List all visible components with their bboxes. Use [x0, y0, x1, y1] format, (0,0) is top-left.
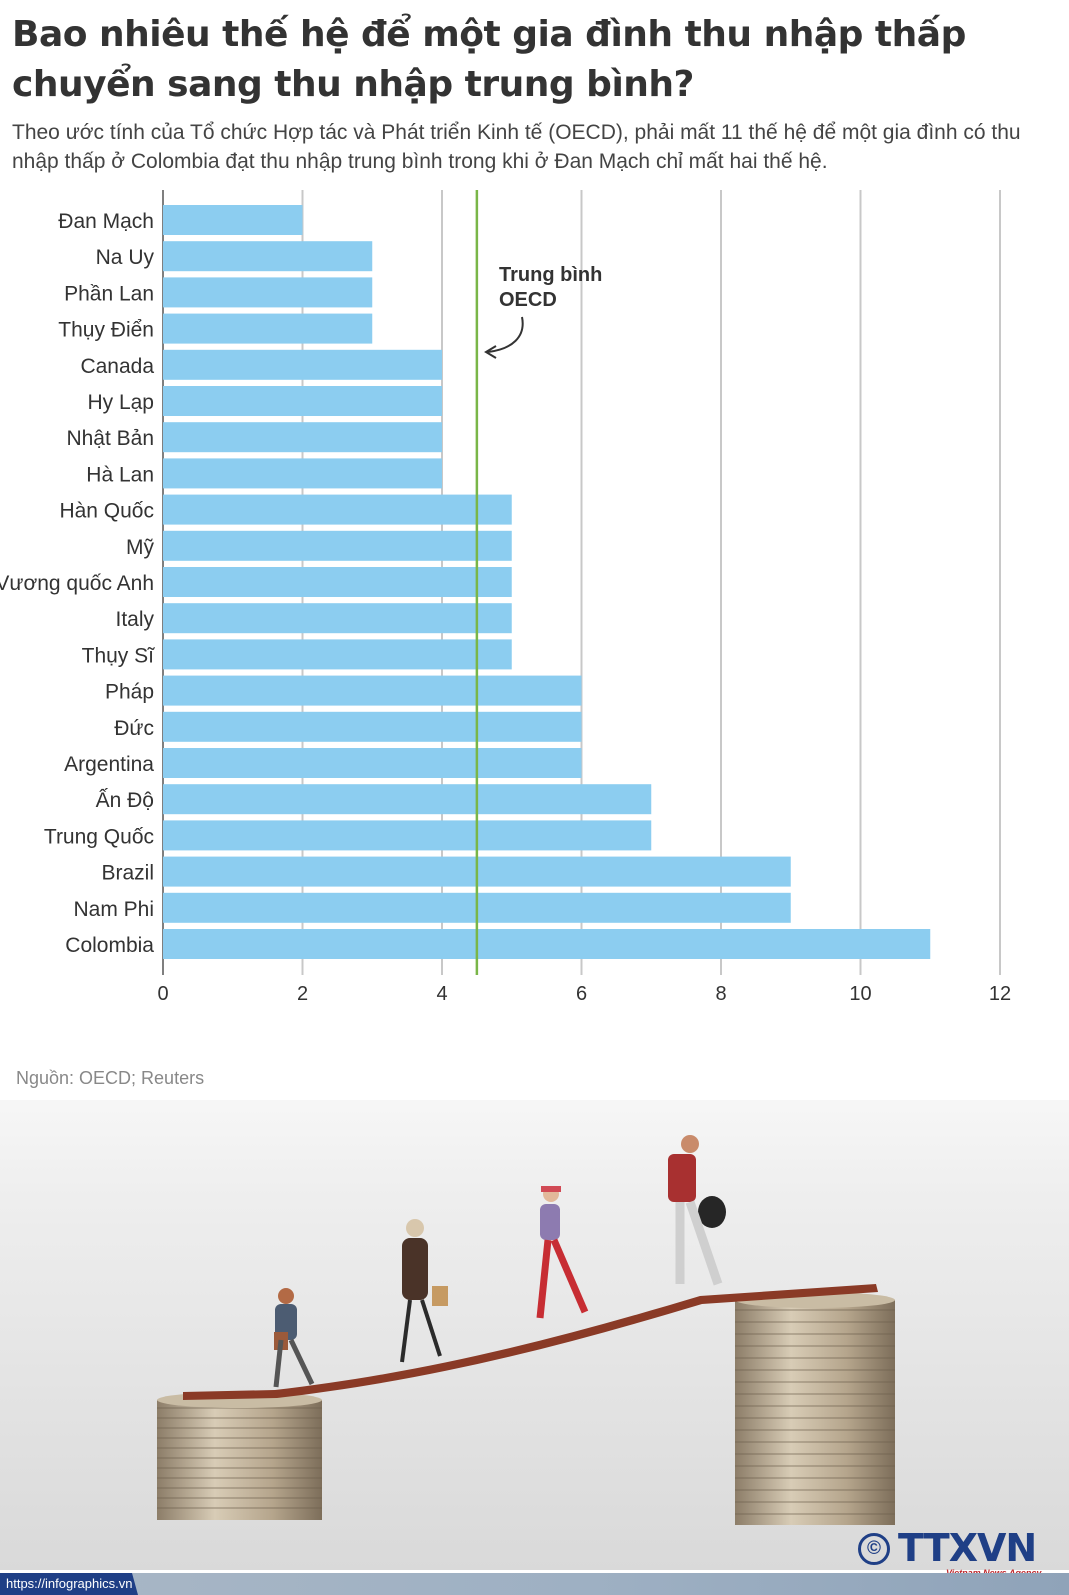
category-label: Ấn Độ: [96, 789, 154, 812]
category-label: Đan Mạch: [58, 210, 154, 233]
oecd-average-label: OECD: [499, 289, 557, 311]
category-label: Mỹ: [126, 536, 154, 559]
category-label: Thụy Sĩ: [82, 644, 156, 667]
bar: [163, 458, 442, 489]
copyright-icon: ©: [858, 1533, 890, 1565]
category-label: Trung Quốc: [44, 825, 154, 848]
coin-stack-right: [735, 1292, 895, 1525]
category-label: Nam Phi: [73, 898, 154, 921]
category-label: Thụy Điển: [58, 319, 154, 342]
category-label: Pháp: [105, 681, 154, 704]
x-tick-label: 10: [849, 983, 871, 1005]
bars: [163, 205, 931, 959]
x-tick-label: 0: [157, 983, 168, 1005]
bar: [163, 313, 373, 344]
page-title: Bao nhiêu thế hệ để một gia đình thu nhậ…: [12, 14, 966, 105]
source-note: Nguồn: OECD; Reuters: [16, 1068, 205, 1088]
ttxvn-logo: TTXVN: [898, 1526, 1037, 1570]
bar: [163, 494, 512, 525]
bar: [163, 929, 931, 959]
category-label: Na Uy: [96, 246, 155, 269]
footer-url-tab: [0, 1573, 138, 1595]
category-label: Colombia: [65, 934, 154, 957]
bar: [163, 386, 442, 416]
category-label: Đức: [114, 717, 154, 740]
bar: [163, 784, 652, 815]
footer-band: [0, 1573, 1069, 1595]
figure-3: [536, 1186, 589, 1319]
coin-stack-left: [157, 1392, 322, 1520]
x-tick-label: 2: [297, 983, 308, 1005]
wooden-plank: [183, 1284, 878, 1400]
bar-chart: Trung bình OECD Đan Mạch Na Uy Phần Lan Thụy…: [0, 190, 1011, 1005]
figure-2: [400, 1219, 448, 1363]
category-label: Argentina: [64, 753, 154, 776]
category-label: Phần Lan: [64, 282, 154, 305]
page-subtitle: Theo ước tính của Tổ chức Hợp tác và Phá…: [12, 121, 1021, 173]
bar: [163, 277, 373, 308]
footer-url[interactable]: https://infographics.vn: [6, 1576, 133, 1591]
category-label: Vương quốc Anh: [0, 572, 154, 595]
bar: [163, 241, 373, 272]
category-label: Nhật Bản: [66, 427, 154, 450]
oecd-average-label: Trung bình: [499, 264, 602, 286]
bar: [163, 422, 442, 453]
bar: [163, 603, 512, 634]
bar: [163, 639, 512, 670]
x-axis-ticks: 0 2 4 6 8 10 12: [157, 983, 1011, 1005]
bar: [163, 349, 442, 380]
bar: [163, 711, 582, 742]
x-tick-label: 6: [576, 983, 587, 1005]
x-tick-label: 4: [436, 983, 447, 1005]
category-label: Italy: [115, 608, 154, 631]
x-tick-label: 8: [715, 983, 726, 1005]
coins-figures-illustration: [0, 1100, 1069, 1570]
category-label: Hà Lan: [86, 463, 154, 486]
bar: [163, 567, 512, 597]
bar: [163, 530, 512, 561]
x-tick-label: 12: [989, 983, 1011, 1005]
category-label: Canada: [80, 355, 154, 378]
arrow-head-icon: [484, 345, 497, 359]
bar: [163, 820, 652, 851]
reference-line-group: Trung bình OECD: [475, 190, 602, 975]
figure-4: [668, 1135, 726, 1286]
bar: [163, 675, 582, 706]
bar: [163, 748, 582, 778]
figure-1: [273, 1288, 315, 1388]
category-label: Brazil: [101, 862, 154, 885]
annotation-arrow: [487, 316, 524, 353]
category-label: Hàn Quốc: [59, 500, 154, 523]
category-label: Hy Lạp: [87, 391, 154, 414]
bar: [163, 205, 303, 235]
category-labels: Đan Mạch Na Uy Phần Lan Thụy Điển Canada Hy L…: [0, 210, 155, 957]
